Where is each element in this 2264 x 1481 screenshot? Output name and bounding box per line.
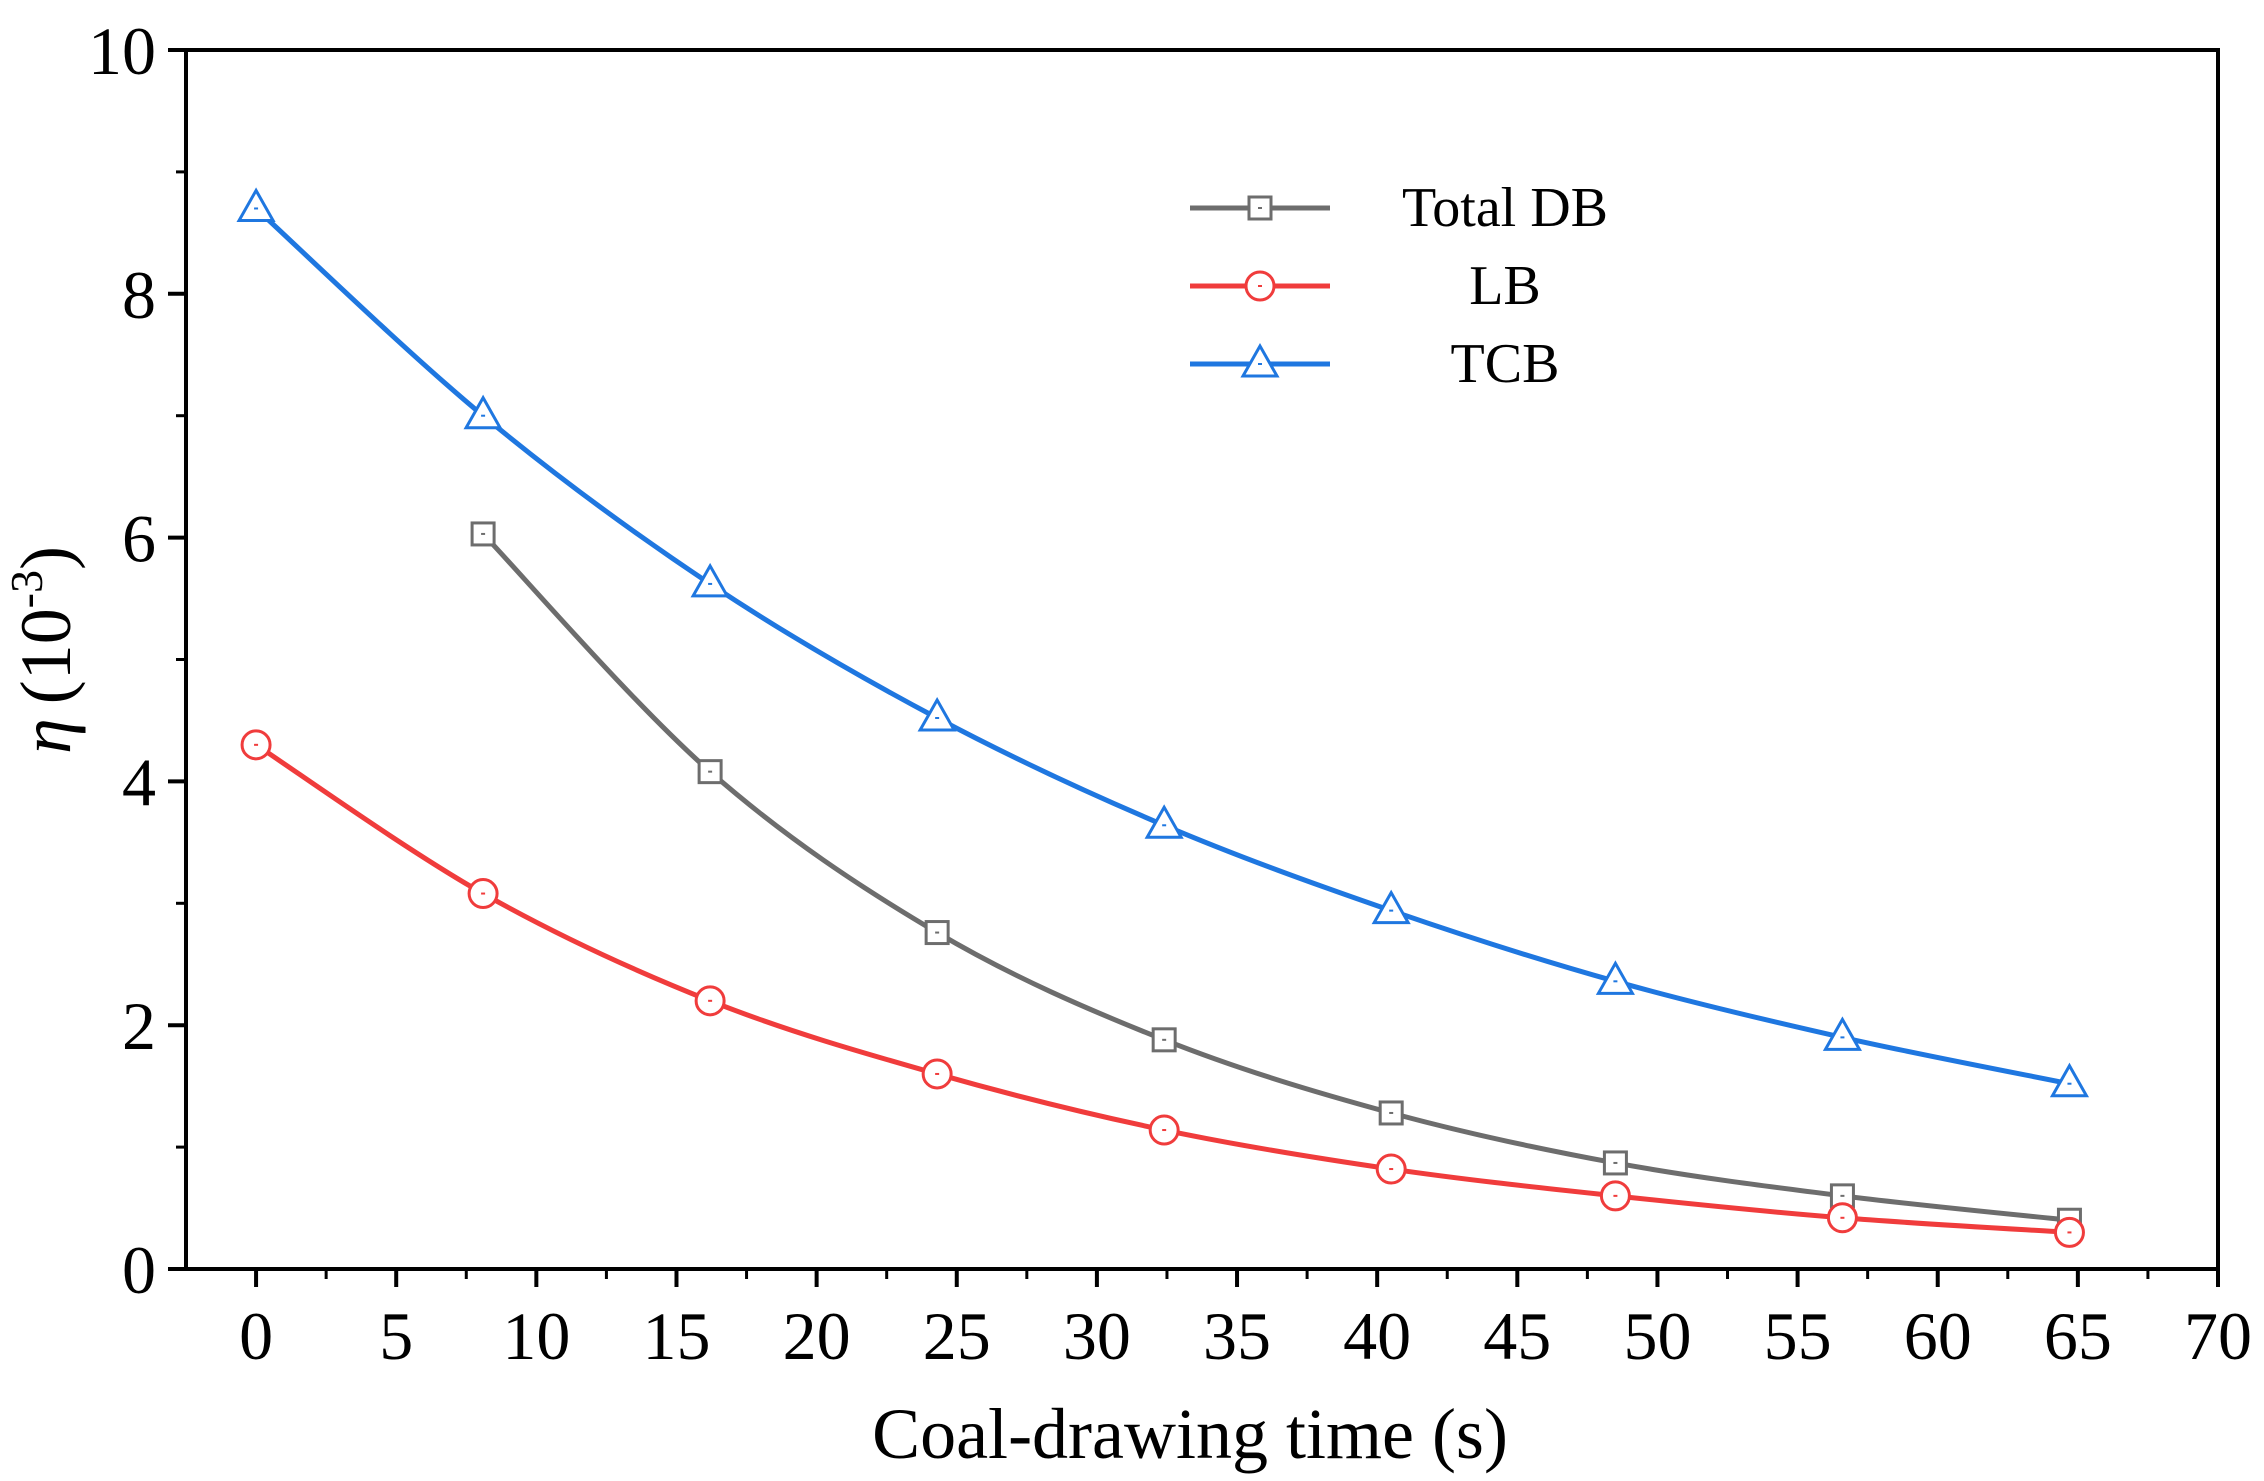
marker-triangle-shape [1822,1016,1863,1051]
x-tick-label: 15 [642,1298,710,1374]
y-axis-symbol: η [6,718,86,754]
legend: Total DB LB TCB [1190,177,1608,395]
data-point-total-db [1378,1100,1404,1126]
marker-triangle-shape [463,394,503,430]
marker-triangle-shape [2049,1062,2090,1098]
data-point-lb [2053,1216,2085,1248]
data-point-tcb [917,696,957,732]
data-point-total-db [697,759,723,785]
series-line-total-db [481,532,2070,1223]
x-tick-label: 5 [379,1298,413,1374]
data-point-lb [694,985,726,1017]
legend-marker-tcb [1240,342,1280,378]
legend-label-total-db: Total DB [1402,177,1608,239]
series-line-tcb [254,206,2070,1087]
data-point-tcb [236,187,276,222]
x-tick-label: 65 [2044,1298,2112,1374]
x-tick-label: 50 [1623,1298,1691,1374]
x-tick-label: 60 [1904,1298,1972,1374]
marker-triangle-shape [917,696,957,732]
x-tick-label: 0 [239,1298,273,1374]
y-axis-title: η (10-3) [1,546,86,754]
x-axis-ticks: 0 5 10 15 20 25 30 35 40 45 50 55 60 65 70 [239,1269,2252,1374]
data-point-tcb [690,562,730,598]
data-point-lb [1599,1180,1631,1212]
data-point-lb [921,1058,953,1090]
legend-marker-total-db [1247,195,1273,221]
data-point-lb [240,729,272,761]
x-axis-title: Coal-drawing time (s) [872,1394,1508,1474]
data-point-tcb [1595,960,1635,995]
data-point-total-db [470,521,496,547]
marker-triangle-shape [1371,889,1411,925]
y-axis-unit-suffix: ) [6,546,86,570]
x-tick-label: 55 [1764,1298,1832,1374]
y-tick-label: 4 [122,744,156,820]
y-axis-unit-exponent: -3 [1,570,52,608]
data-point-tcb [1144,804,1184,839]
legend-label-tcb: TCB [1451,333,1560,395]
data-point-lb [1375,1153,1407,1185]
y-tick-label: 10 [88,13,156,89]
y-axis-unit-prefix: (10 [6,608,86,704]
data-point-tcb [463,394,503,430]
x-tick-label: 40 [1343,1298,1411,1374]
marker-triangle-shape [1144,804,1184,839]
data-point-tcb [1822,1016,1863,1051]
axes [184,48,2220,1271]
x-tick-label: 30 [1063,1298,1131,1374]
y-tick-label: 6 [122,501,156,577]
y-axis-ticks: 0 2 4 6 8 10 [88,13,186,1308]
marker-triangle-shape [236,187,276,222]
x-tick-label: 10 [502,1298,570,1374]
x-tick-label: 45 [1483,1298,1551,1374]
data-point-lb [467,878,499,910]
y-tick-label: 2 [122,988,156,1064]
legend-marker-lb [1244,270,1276,302]
x-tick-label: 25 [923,1298,991,1374]
data-point-total-db [924,920,950,946]
y-tick-label: 0 [122,1232,156,1308]
plot-frame [184,48,2220,1271]
data-point-total-db [1602,1150,1628,1176]
data-point-tcb [1371,889,1411,925]
marker-triangle-shape [1595,960,1635,995]
plot-area [236,187,2090,1248]
y-tick-label: 8 [122,257,156,333]
legend-label-lb: LB [1469,255,1541,317]
x-tick-label: 35 [1203,1298,1271,1374]
marker-triangle-shape [690,562,730,598]
data-point-total-db [1151,1027,1177,1053]
marker-triangle-shape [1240,342,1280,378]
data-point-tcb [2049,1062,2090,1098]
x-tick-label: 20 [783,1298,851,1374]
data-point-lb [1826,1202,1858,1234]
data-point-lb [1148,1114,1180,1146]
x-tick-label: 70 [2184,1298,2252,1374]
